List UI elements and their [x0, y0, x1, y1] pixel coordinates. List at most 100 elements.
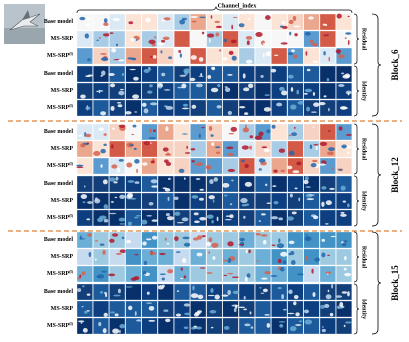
activation — [210, 288, 214, 293]
activation — [181, 133, 188, 135]
activation — [262, 42, 270, 45]
row-label-text: Base model — [44, 181, 73, 187]
activation — [77, 277, 82, 280]
feature-map — [93, 65, 109, 83]
activation — [117, 167, 120, 173]
feature-map — [222, 192, 239, 210]
feature-map-row — [76, 265, 352, 283]
feature-map — [125, 283, 142, 301]
activation — [280, 42, 288, 45]
activation — [347, 151, 350, 155]
feature-map — [303, 231, 320, 249]
activation — [308, 16, 314, 20]
activation — [304, 319, 313, 325]
activation — [109, 32, 114, 34]
activation — [271, 244, 276, 247]
activation — [328, 107, 330, 112]
feature-map — [125, 47, 142, 65]
activation — [318, 163, 326, 166]
activation — [110, 83, 116, 88]
activation — [312, 292, 316, 298]
activation — [335, 49, 341, 54]
feature-map — [93, 123, 109, 141]
activation — [141, 102, 147, 107]
feature-map — [255, 99, 271, 117]
activation — [182, 107, 189, 110]
activation — [327, 151, 335, 156]
activation — [207, 294, 215, 297]
activation — [286, 216, 294, 221]
activation — [81, 271, 86, 276]
activation — [184, 152, 191, 154]
activation — [97, 26, 104, 28]
activation — [165, 161, 172, 167]
activation — [328, 56, 331, 62]
feature-map — [287, 175, 304, 193]
activation — [117, 104, 123, 108]
activation — [306, 68, 311, 72]
activation — [81, 305, 84, 308]
activation — [227, 110, 233, 115]
activation — [311, 268, 314, 274]
feature-map — [319, 157, 336, 175]
activation — [291, 211, 297, 215]
activation — [198, 197, 204, 201]
feature-map — [271, 140, 288, 158]
activation — [113, 181, 118, 184]
activation — [304, 31, 311, 36]
row-label-sup: (l) — [69, 213, 73, 218]
activation — [245, 124, 247, 130]
activation — [166, 152, 170, 156]
activation — [102, 328, 107, 334]
activation — [86, 142, 90, 145]
feature-map — [76, 175, 93, 193]
activation — [261, 213, 266, 216]
activation — [134, 216, 139, 219]
activation — [214, 294, 220, 300]
activation — [323, 34, 329, 37]
feature-map — [271, 30, 288, 48]
activation — [323, 95, 327, 98]
feature-map — [157, 157, 174, 175]
activation — [278, 321, 286, 323]
activation — [344, 256, 347, 261]
feature-map — [190, 317, 207, 335]
activation — [291, 49, 295, 53]
activation — [238, 306, 245, 309]
activation — [266, 322, 271, 328]
activation — [229, 203, 233, 206]
activation — [134, 181, 140, 184]
activation — [80, 194, 88, 199]
activation — [182, 236, 190, 240]
activation — [129, 68, 136, 71]
feature-map — [174, 47, 190, 65]
activation — [101, 70, 106, 76]
group-brace — [353, 65, 360, 117]
activation — [118, 124, 126, 128]
activation — [326, 78, 330, 82]
activation — [291, 259, 296, 266]
activation — [306, 198, 315, 201]
activation — [208, 237, 213, 243]
activation — [287, 52, 294, 56]
activation — [264, 15, 271, 20]
activation — [347, 203, 350, 208]
feature-map-row — [76, 123, 352, 141]
activation — [245, 35, 253, 40]
activation — [247, 18, 251, 21]
activation — [190, 15, 198, 18]
activation — [103, 204, 109, 210]
activation — [131, 133, 135, 136]
activation — [166, 216, 174, 221]
activation — [290, 87, 294, 92]
activation — [264, 314, 270, 316]
activation — [264, 271, 271, 275]
activation — [258, 220, 262, 222]
activation — [207, 75, 212, 80]
feature-map — [336, 123, 352, 141]
activation — [222, 182, 230, 188]
row-label-sup: (l) — [69, 161, 73, 166]
activation — [321, 201, 325, 207]
activation — [250, 326, 254, 329]
activation — [339, 106, 348, 110]
